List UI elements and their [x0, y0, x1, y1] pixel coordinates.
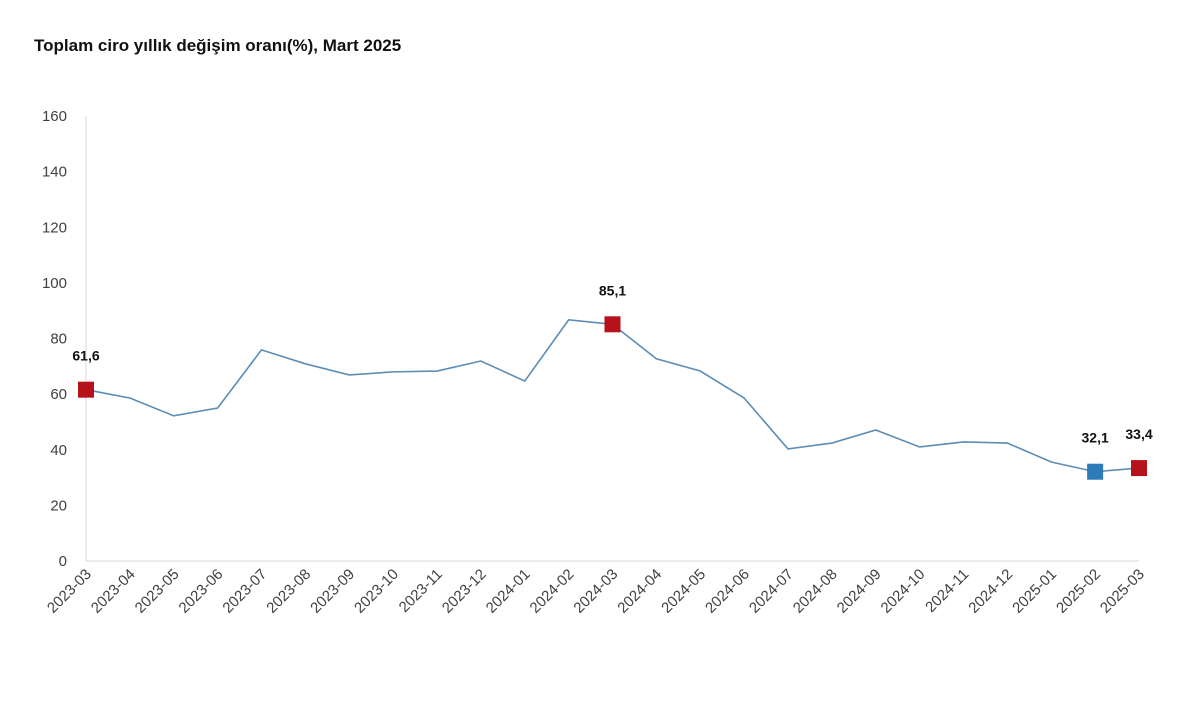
x-tick-label: 2025-01 [1009, 566, 1060, 617]
x-tick-label: 2024-07 [746, 566, 797, 617]
y-tick-label: 100 [42, 275, 67, 292]
y-tick-label: 80 [50, 331, 67, 348]
x-tick-label: 2024-09 [834, 566, 885, 617]
x-tick-label: 2023-08 [263, 566, 314, 617]
y-tick-label: 120 [42, 219, 67, 236]
data-label: 32,1 [1082, 430, 1109, 446]
x-tick-label: 2023-04 [88, 566, 139, 617]
y-tick-label: 60 [50, 386, 67, 403]
data-label: 61,6 [72, 348, 99, 364]
y-tick-label: 160 [42, 108, 67, 125]
x-tick-label: 2023-03 [44, 566, 95, 617]
x-tick-label: 2023-07 [219, 566, 270, 617]
y-tick-label: 140 [42, 164, 67, 181]
x-tick-label: 2025-02 [1053, 566, 1104, 617]
x-tick-label: 2023-11 [396, 566, 446, 616]
y-tick-label: 40 [50, 442, 67, 459]
x-tick-label: 2024-04 [614, 566, 665, 617]
x-tick-label: 2024-01 [483, 566, 534, 617]
y-tick-label: 0 [59, 553, 67, 570]
x-tick-label: 2023-10 [351, 566, 402, 617]
x-tick-label: 2023-05 [132, 566, 183, 617]
data-point-marker [78, 381, 94, 398]
data-point-marker [1131, 460, 1147, 477]
x-tick-label: 2024-02 [526, 566, 577, 617]
x-tick-label: 2024-12 [965, 566, 1016, 617]
x-tick-label: 2024-06 [702, 566, 753, 617]
data-label: 33,4 [1125, 426, 1152, 442]
x-tick-label: 2023-12 [439, 566, 490, 617]
x-tick-label: 2023-06 [175, 566, 226, 617]
data-point-marker [1087, 463, 1104, 480]
chart-title: Toplam ciro yıllık değişim oranı(%), Mar… [34, 36, 402, 55]
y-tick-label: 20 [50, 497, 67, 514]
x-tick-label: 2024-10 [877, 566, 928, 617]
x-tick-label: 2024-05 [658, 566, 709, 617]
data-label: 85,1 [599, 282, 626, 298]
x-tick-label: 2024-11 [922, 566, 972, 616]
x-tick-label: 2024-03 [570, 566, 621, 617]
x-tick-label: 2023-09 [307, 566, 358, 617]
series-line [85, 319, 1140, 473]
data-point-marker [604, 316, 621, 333]
x-tick-label: 2024-08 [790, 566, 841, 617]
x-tick-label: 2025-03 [1097, 566, 1148, 617]
